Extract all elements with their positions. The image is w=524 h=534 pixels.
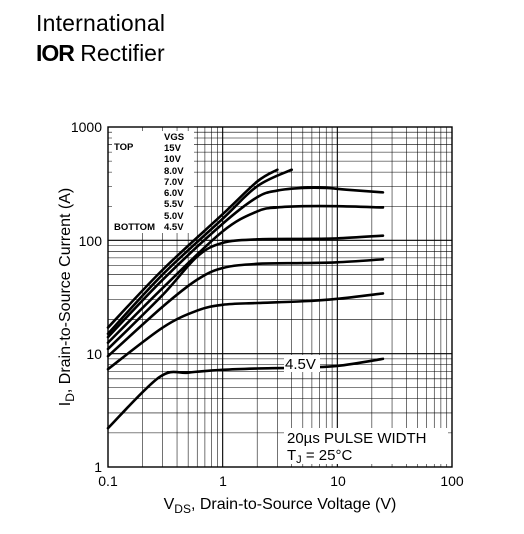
plot-frame <box>107 126 453 468</box>
x-axis-sub: DS <box>174 502 191 516</box>
note-background <box>284 428 448 464</box>
curve-vgs-15v <box>106 168 279 329</box>
legend-entry-5v: 5.0V <box>164 211 184 222</box>
y-tick-1000: 1000 <box>71 119 102 135</box>
curve-label-4-5v: 4.5V <box>285 356 316 373</box>
x-tick-1: 1 <box>219 473 227 489</box>
curve-vgs-4-5v <box>106 357 385 430</box>
tj-sub: J <box>296 454 302 466</box>
legend-entry-15v: 15V <box>164 143 182 154</box>
y-axis-title: ID, Drain-to-Source Current (A) <box>57 188 77 407</box>
x-axis-title: VDS, Drain-to-Source Voltage (V) <box>164 496 397 516</box>
x-tick-0-1: 0.1 <box>98 473 118 489</box>
tj-rest: = 25°C <box>302 447 353 464</box>
y-tick-100: 100 <box>79 233 103 249</box>
curve-vgs-8v <box>106 186 385 339</box>
brand-rectifier-text: Rectifier <box>80 40 165 66</box>
legend-background <box>112 131 194 233</box>
y-axis-sub: D <box>63 393 77 402</box>
curve-vgs-5v <box>106 292 385 371</box>
legend-entry-6v: 6.0V <box>164 188 184 199</box>
brand-name-rectifier: IOR Rectifier <box>36 40 165 67</box>
tj-main: T <box>287 447 296 464</box>
legend-entry-5-5v: 5.5V <box>164 199 184 210</box>
curve-vgs-5-5v <box>106 258 385 358</box>
chart-curves <box>106 168 385 430</box>
y-axis-rest: , Drain-to-Source Current (A) <box>57 188 74 393</box>
legend-top-label: TOP <box>114 142 134 153</box>
curve-label-background <box>284 355 320 372</box>
x-tick-100: 100 <box>440 473 464 489</box>
brand-name-international: International <box>36 10 166 36</box>
y-tick-10: 10 <box>86 346 102 362</box>
legend-entry-8v: 8.0V <box>164 166 184 177</box>
y-axis-main: I <box>57 402 74 406</box>
curve-vgs-6v <box>106 234 385 351</box>
pulse-width-note: 20µs PULSE WIDTH <box>287 430 427 447</box>
legend-header: VGS <box>164 132 184 143</box>
legend-entry-4-5v: 4.5V <box>164 222 184 233</box>
x-axis-main: V <box>164 496 175 513</box>
x-tick-10: 10 <box>330 473 346 489</box>
ior-logo: IOR <box>36 40 75 66</box>
curve-vgs-7v <box>106 204 385 344</box>
legend-bottom-label: BOTTOM <box>114 222 155 233</box>
legend-entry-7v: 7.0V <box>164 177 184 188</box>
curve-vgs-10v <box>106 168 293 336</box>
y-tick-1: 1 <box>94 459 102 475</box>
legend-entry-10v: 10V <box>164 154 182 165</box>
x-axis-rest: , Drain-to-Source Voltage (V) <box>191 496 396 513</box>
junction-temperature-note: TJ = 25°C <box>287 447 352 466</box>
